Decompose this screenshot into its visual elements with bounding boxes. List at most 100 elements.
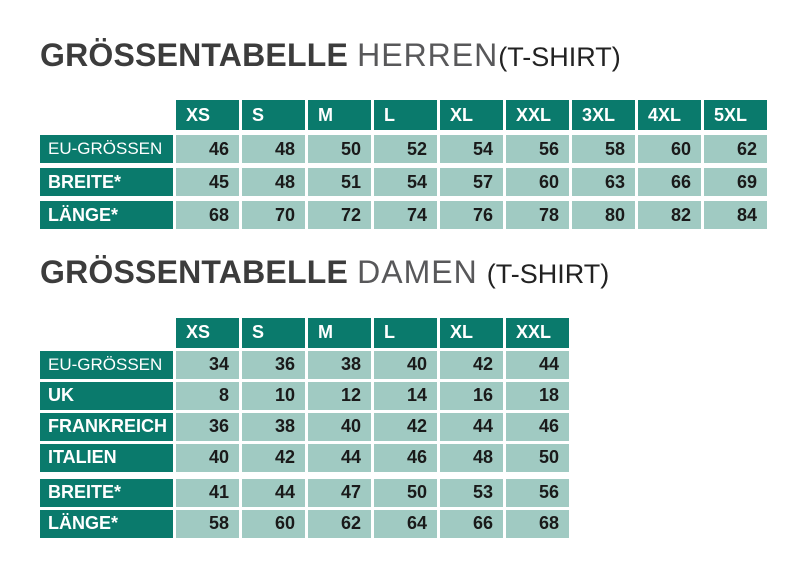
size-column-header: S [242,317,305,348]
value-cell: 14 [374,381,437,410]
value-cell: 57 [440,168,503,197]
value-cell: 50 [506,443,569,472]
size-column-header: M [308,100,371,131]
herren-title-category: HERREN [357,37,499,73]
value-cell: 12 [308,381,371,410]
value-cell: 40 [176,443,239,472]
table-header-row: XS S M L XL XXL 3XL 4XL 5XL [40,100,803,131]
value-cell: 10 [242,381,305,410]
size-column-header: M [308,317,371,348]
value-cell: 46 [374,443,437,472]
size-column-header: 5XL [704,100,767,131]
value-cell: 48 [440,443,503,472]
row-label: BREITE* [40,478,173,507]
value-cell: 46 [506,412,569,441]
value-cell: 70 [242,201,305,230]
value-cell: 56 [506,478,569,507]
herren-title: GRÖSSENTABELLE HERREN(T-SHIRT) [40,36,803,74]
herren-size-table: XS S M L XL XXL 3XL 4XL 5XL EU-GRÖSSEN 46 48 50 52 54 5… [40,100,803,230]
value-cell: 68 [506,509,569,538]
value-cell: 42 [374,412,437,441]
value-cell: 62 [704,135,767,164]
value-cell: 63 [572,168,635,197]
damen-title-main: GRÖSSENTABELLE [40,254,349,291]
damen-title-product: (T-SHIRT) [486,259,610,290]
value-cell: 80 [572,201,635,230]
value-cell: 40 [308,412,371,441]
value-cell: 76 [440,201,503,230]
row-label: EU-GRÖSSEN [40,350,173,379]
value-cell: 48 [242,168,305,197]
row-label: UK [40,381,173,410]
table-row: LÄNGE* 58 60 62 64 66 68 [40,509,803,538]
value-cell: 69 [704,168,767,197]
size-column-header: XL [440,100,503,131]
table-row: FRANKREICH 36 38 40 42 44 46 [40,412,803,441]
herren-title-product: (T-SHIRT) [498,42,621,72]
value-cell: 34 [176,350,239,379]
value-cell: 41 [176,478,239,507]
value-cell: 38 [308,350,371,379]
value-cell: 56 [506,135,569,164]
value-cell: 47 [308,478,371,507]
value-cell: 48 [242,135,305,164]
value-cell: 46 [176,135,239,164]
size-column-header: XXL [506,100,569,131]
value-cell: 44 [242,478,305,507]
damen-title-category: DAMEN [357,254,478,291]
table-row: LÄNGE* 68 70 72 74 76 78 80 82 84 [40,201,803,230]
value-cell: 51 [308,168,371,197]
size-column-header: 3XL [572,100,635,131]
size-column-header: L [374,100,437,131]
value-cell: 72 [308,201,371,230]
value-cell: 38 [242,412,305,441]
row-label: LÄNGE* [40,201,173,230]
value-cell: 44 [308,443,371,472]
row-label: EU-GRÖSSEN [40,135,173,164]
size-column-header: XXL [506,317,569,348]
value-cell: 36 [176,412,239,441]
size-column-header: XS [176,100,239,131]
value-cell: 78 [506,201,569,230]
table-row: BREITE* 41 44 47 50 53 56 [40,478,803,507]
value-cell: 68 [176,201,239,230]
value-cell: 74 [374,201,437,230]
value-cell: 54 [440,135,503,164]
size-column-header: XS [176,317,239,348]
row-label: FRANKREICH [40,412,173,441]
value-cell: 42 [242,443,305,472]
value-cell: 60 [242,509,305,538]
value-cell: 50 [308,135,371,164]
value-cell: 16 [440,381,503,410]
size-column-header: S [242,100,305,131]
table-corner-spacer [40,100,173,130]
value-cell: 45 [176,168,239,197]
row-label: ITALIEN [40,443,173,472]
size-column-header: 4XL [638,100,701,131]
value-cell: 8 [176,381,239,410]
value-cell: 66 [638,168,701,197]
value-cell: 60 [638,135,701,164]
value-cell: 50 [374,478,437,507]
damen-size-table: XS S M L XL XXL EU-GRÖSSEN 34 36 38 40 42 44 UK 8 10 12 1… [40,317,803,538]
value-cell: 58 [176,509,239,538]
damen-title: GRÖSSENTABELLE DAMEN (T-SHIRT) [40,253,803,291]
size-column-header: XL [440,317,503,348]
value-cell: 18 [506,381,569,410]
table-row: UK 8 10 12 14 16 18 [40,381,803,410]
size-column-header: L [374,317,437,348]
value-cell: 36 [242,350,305,379]
table-row: BREITE* 45 48 51 54 57 60 63 66 69 [40,168,803,197]
table-corner-spacer [40,318,173,348]
value-cell: 58 [572,135,635,164]
value-cell: 62 [308,509,371,538]
value-cell: 84 [704,201,767,230]
value-cell: 44 [506,350,569,379]
table-row: EU-GRÖSSEN 46 48 50 52 54 56 58 60 62 [40,135,803,164]
value-cell: 54 [374,168,437,197]
herren-title-main: GRÖSSENTABELLE [40,37,349,73]
value-cell: 53 [440,478,503,507]
value-cell: 52 [374,135,437,164]
table-row: ITALIEN 40 42 44 46 48 50 [40,443,803,472]
value-cell: 60 [506,168,569,197]
